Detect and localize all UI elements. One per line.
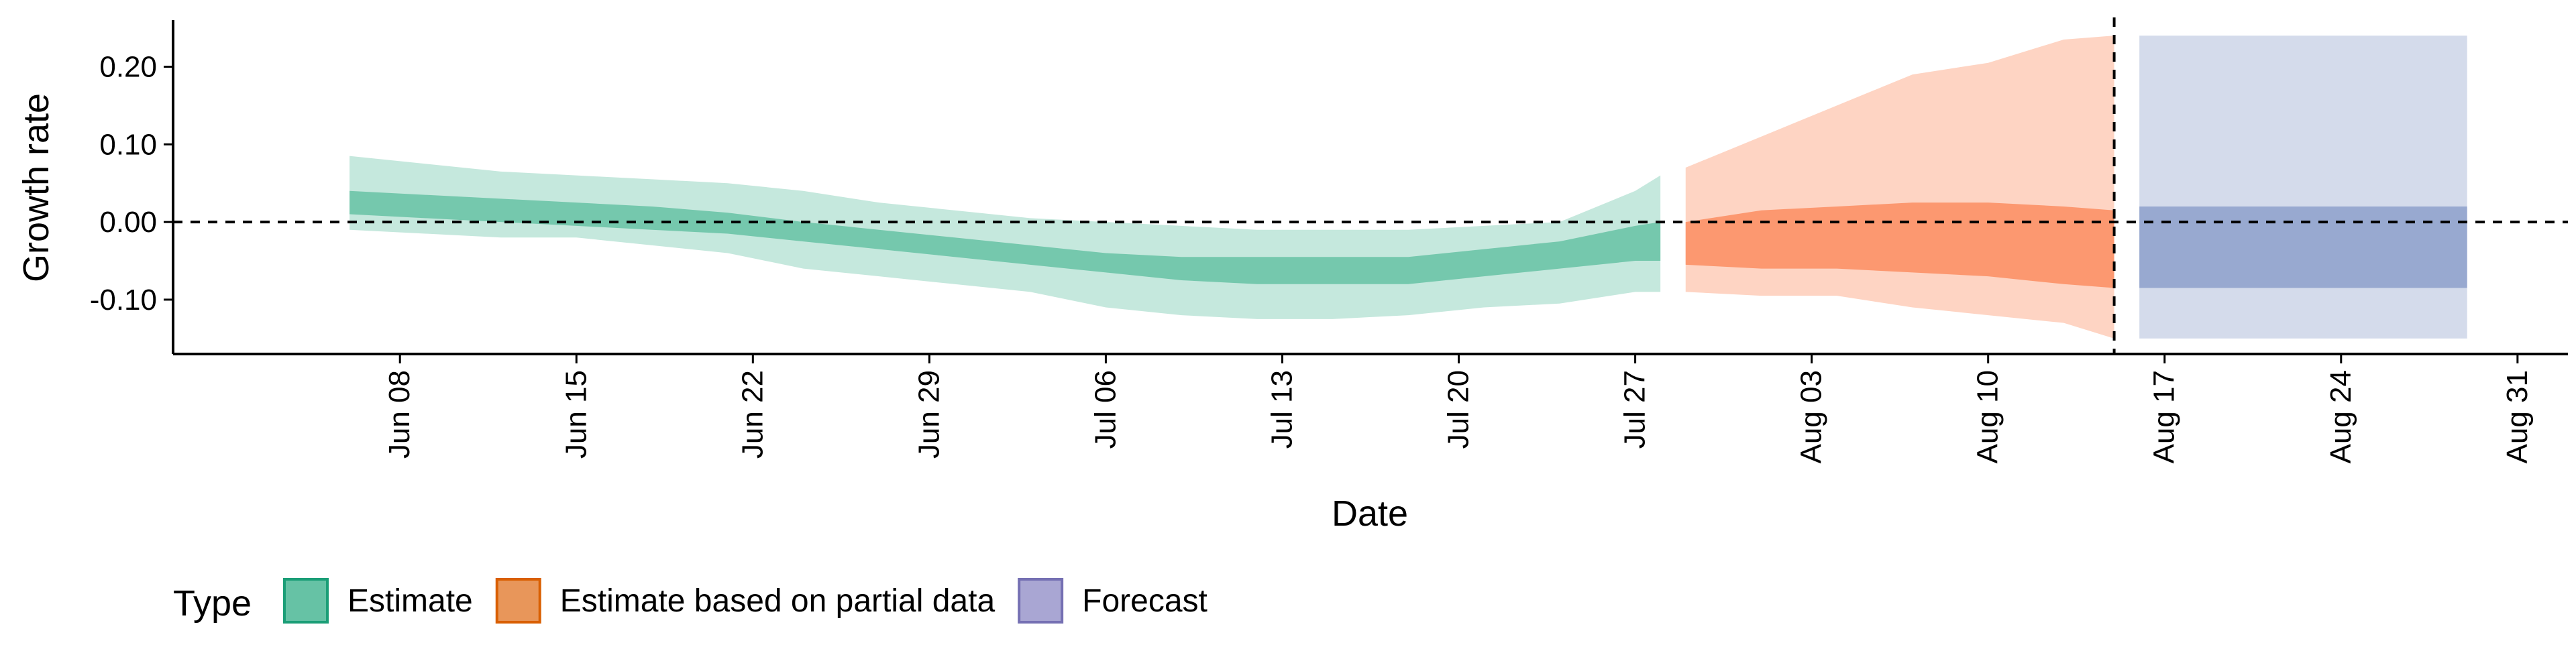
x-tick-label: Aug 31 [2501, 370, 2534, 463]
legend: Type Estimate Estimate based on partial d… [173, 578, 1208, 624]
estimate-based-on-partial-data-50-interval [1685, 202, 2114, 288]
forecast-90-interval [2139, 36, 2467, 339]
x-tick-label: Aug 17 [2148, 370, 2181, 463]
estimate-50-interval [350, 190, 1661, 284]
legend-key-forecast [1018, 578, 1064, 624]
band-layer [350, 36, 2467, 339]
legend-title: Type [173, 583, 252, 624]
reference-lines [173, 17, 2568, 354]
estimate-based-on-partial-data-90-interval [1685, 36, 2114, 339]
legend-label-forecast: Forecast [1082, 583, 1208, 619]
x-tick-label: Jul 06 [1089, 370, 1122, 449]
legend-key-estimate [283, 578, 329, 624]
x-tick-label: Jun 22 [736, 370, 769, 459]
y-tick-label: 0.00 [99, 206, 157, 239]
axes: -0.10 0.00 0.10 0.20 Jun 08 Jun 15 Jun 22 Jun 2… [90, 20, 2568, 463]
y-axis-title: Growth rate [16, 93, 56, 282]
y-tick-label: 0.10 [99, 128, 157, 161]
x-tick-label: Jun 08 [383, 370, 416, 459]
forecast-50-interval [2139, 206, 2467, 288]
legend-key-estimate-based-on-partial-data [495, 578, 541, 624]
y-tick-label: 0.20 [99, 50, 157, 83]
x-tick-label: Jun 29 [912, 370, 945, 459]
x-tick-label: Jul 27 [1619, 370, 1652, 449]
x-tick-label: Jul 13 [1265, 370, 1298, 449]
x-axis-title: Date [1332, 493, 1408, 534]
x-tick-label: Aug 03 [1795, 370, 1828, 463]
legend-label-estimate-based-on-partial-data: Estimate based on partial data [560, 583, 996, 619]
x-tick-label: Aug 24 [2324, 370, 2357, 463]
y-tick-label: -0.10 [90, 284, 157, 316]
legend-label-estimate: Estimate [347, 583, 473, 619]
estimate-90-interval [350, 156, 1661, 319]
x-tick-label: Jun 15 [559, 370, 592, 459]
x-tick-label: Aug 10 [1972, 370, 2004, 463]
x-tick-label: Jul 20 [1442, 370, 1475, 449]
